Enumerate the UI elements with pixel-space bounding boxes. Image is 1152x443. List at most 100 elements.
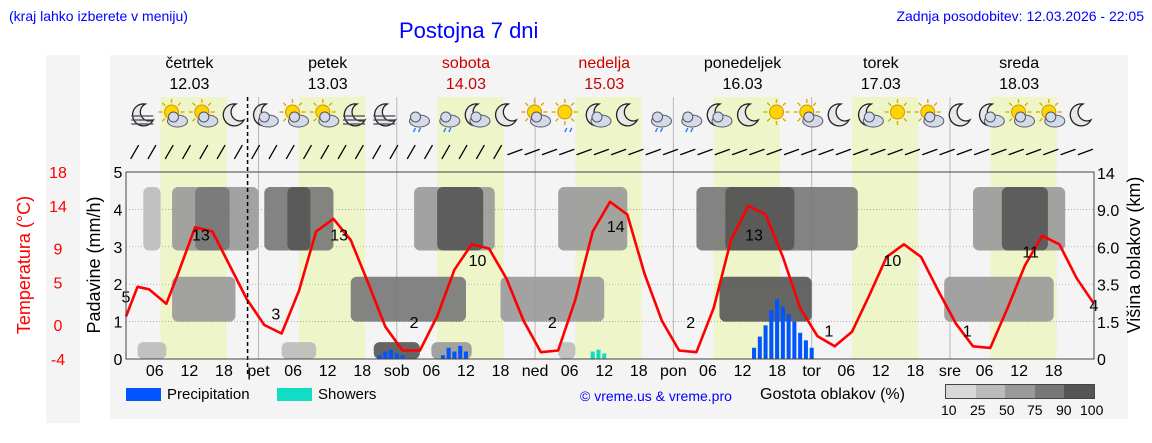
sun-ray xyxy=(782,117,787,122)
cloud-puff xyxy=(440,111,452,123)
cloud-cover-block xyxy=(437,186,484,251)
x-hour-label: 06 xyxy=(422,363,440,380)
sun-ray xyxy=(207,102,212,107)
wind-barb xyxy=(507,148,523,156)
wind-barb xyxy=(493,144,503,160)
day-date-label: 15.03 xyxy=(584,76,624,93)
x-hour-label: 06 xyxy=(976,363,994,380)
x-hour-label: 18 xyxy=(353,363,371,380)
x-day-label: sre xyxy=(939,363,961,380)
showers-bar xyxy=(590,351,595,359)
moon-shape xyxy=(222,103,246,127)
cloud-puff xyxy=(198,111,210,123)
x-hour-label: 12 xyxy=(595,363,613,380)
precip-tick-label: 2 xyxy=(114,277,123,294)
wind-barb xyxy=(268,144,278,160)
cloud-density-scale xyxy=(945,384,1095,399)
temp-tick-label: -4 xyxy=(51,352,65,369)
rain-drop xyxy=(654,127,659,133)
temp-value-label: 10 xyxy=(469,253,487,270)
page-title: Postojna 7 dni xyxy=(399,18,539,43)
night-fog-icon xyxy=(131,103,155,127)
cloud-puff xyxy=(712,111,724,123)
cloud-puff xyxy=(168,111,179,123)
wind-barb xyxy=(870,148,886,156)
x-day-label: ned xyxy=(522,363,549,380)
wind-barb xyxy=(164,144,174,160)
sun-ray xyxy=(766,102,771,107)
sun-ray xyxy=(161,102,166,107)
sun-ray xyxy=(298,102,303,107)
night-cloud-icon xyxy=(857,103,884,128)
rain-drop xyxy=(569,127,573,133)
low-cloud-block xyxy=(719,276,812,322)
x-hour-label: 12 xyxy=(180,363,198,380)
day-name-label: torek xyxy=(863,55,900,72)
wind-barb xyxy=(904,148,921,156)
cloud-rain-icon xyxy=(651,111,672,133)
precip-bar xyxy=(798,332,803,359)
cloud-scale-label-75: 75 xyxy=(1027,402,1043,418)
precip-bar xyxy=(440,355,445,359)
sun-ray xyxy=(524,102,529,107)
day-date-label: 12.03 xyxy=(169,76,209,93)
precip-tick-label: 5 xyxy=(114,165,123,182)
moon-icon xyxy=(222,103,246,127)
precip-bar xyxy=(792,321,797,359)
wind-barb xyxy=(389,144,399,160)
temp-value-label: 13 xyxy=(745,228,763,245)
wind-barb xyxy=(973,148,990,156)
precip-bar xyxy=(780,306,785,359)
cloud-height-tick-label: 14 xyxy=(1097,166,1115,183)
wind-barb xyxy=(783,148,800,156)
x-day-label: pet xyxy=(247,363,270,380)
precip-bar xyxy=(383,351,388,359)
cloud-puff xyxy=(803,111,815,123)
sun-ray xyxy=(1039,102,1043,107)
precip-tick-label: 0 xyxy=(114,352,123,369)
wind-barb xyxy=(991,148,1007,156)
left-side-panel xyxy=(46,55,80,423)
precip-bar xyxy=(775,299,780,359)
wind-barb xyxy=(372,144,382,160)
day-name-label: petek xyxy=(308,55,348,72)
day-name-label: sobota xyxy=(442,55,490,72)
temp-value-label: 1 xyxy=(963,324,972,341)
wind-barbs-row xyxy=(130,144,1094,160)
wind-barb xyxy=(423,144,434,160)
sun-ray xyxy=(282,102,287,107)
temp-tick-label: 0 xyxy=(54,318,63,335)
precip-bar xyxy=(769,310,774,359)
wind-barb xyxy=(956,148,973,156)
cloud-puff xyxy=(319,111,331,123)
cloud-height-tick-label: 3.5 xyxy=(1097,278,1119,295)
precip-bar xyxy=(757,336,762,359)
wind-barb xyxy=(541,148,558,156)
moon-shape xyxy=(494,103,518,127)
temp-tick-label: 9 xyxy=(54,242,63,259)
sun-icon xyxy=(763,99,790,125)
night-cloud-icon xyxy=(464,103,491,128)
sun-cloud-icon xyxy=(309,99,340,128)
sun-icon xyxy=(884,99,911,125)
cloud-puff xyxy=(470,111,482,123)
credit-link[interactable]: © vreme.us & vreme.pro xyxy=(580,388,732,404)
wind-barb xyxy=(576,148,592,156)
sun-ray xyxy=(313,117,317,122)
sun-ray xyxy=(918,102,922,107)
cloud-puff xyxy=(1045,111,1057,123)
temp-value-label: 2 xyxy=(686,315,695,332)
precip-bar xyxy=(463,351,468,359)
precip-bar xyxy=(752,347,757,359)
x-hour-label: 06 xyxy=(699,363,717,380)
precip-tick-label: 1 xyxy=(114,315,123,332)
temp-tick-label: 14 xyxy=(49,199,67,216)
cloud-scale-label-100: 100 xyxy=(1080,402,1104,418)
rain-drop xyxy=(685,127,689,133)
rain-drop xyxy=(417,127,422,133)
sun-shape xyxy=(769,104,784,120)
wind-barb xyxy=(852,148,869,156)
rain-drop xyxy=(564,127,568,133)
wind-barb xyxy=(749,148,765,156)
wind-barb xyxy=(714,148,731,156)
